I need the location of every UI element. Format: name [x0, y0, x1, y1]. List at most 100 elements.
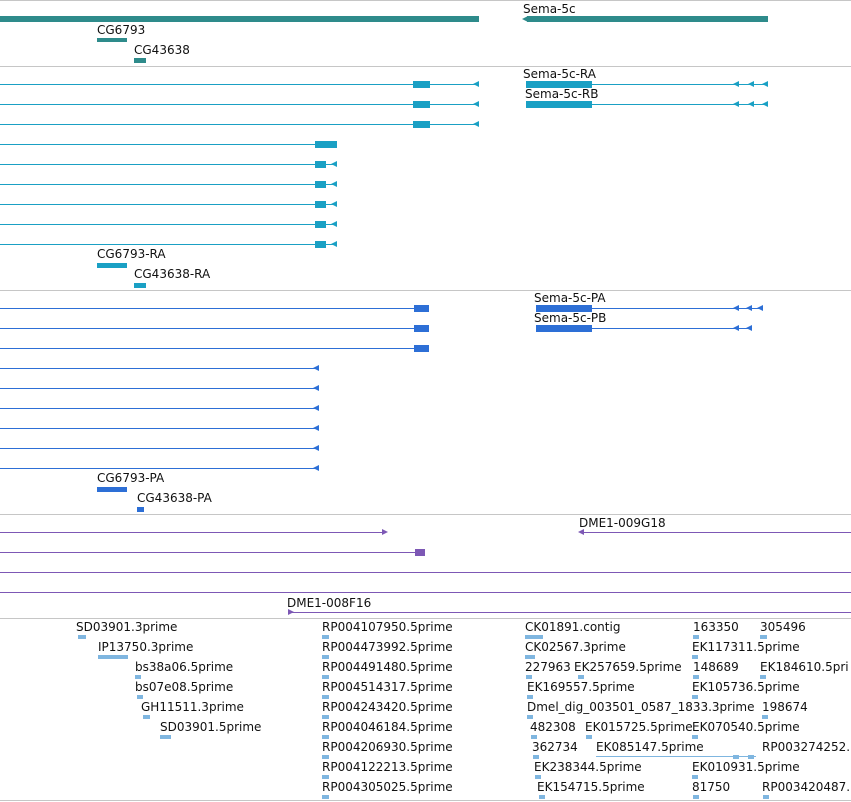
est-label[interactable]: EK169557.5prime [527, 680, 635, 694]
est-feature[interactable] [760, 675, 766, 679]
est-label[interactable]: EK015725.5prime [585, 720, 693, 734]
gene-label-cg43638[interactable]: CG43638 [134, 43, 190, 57]
est-feature[interactable] [533, 755, 539, 759]
est-feature[interactable] [762, 715, 768, 719]
est-feature[interactable] [693, 635, 699, 639]
est-feature[interactable] [733, 755, 739, 759]
clone-label-dme1-008f16[interactable]: DME1-008F16 [287, 596, 372, 610]
gene-bar-left[interactable] [0, 16, 479, 22]
est-label[interactable]: EK117311.5prime [692, 640, 800, 654]
est-label[interactable]: RP004206930.5prime [322, 740, 453, 754]
est-feature-line[interactable] [596, 756, 756, 757]
est-feature[interactable] [692, 775, 698, 779]
est-label[interactable]: bs38a06.5prime [135, 660, 234, 674]
est-feature[interactable] [322, 695, 329, 699]
exon-block[interactable] [97, 487, 127, 492]
est-feature[interactable] [322, 775, 329, 779]
transcript-line[interactable] [0, 224, 337, 225]
exon-block[interactable] [315, 141, 337, 148]
transcript-line[interactable] [0, 124, 479, 125]
exon-block[interactable] [414, 345, 429, 352]
est-feature[interactable] [526, 675, 532, 679]
transcript-line[interactable] [0, 164, 337, 165]
est-label[interactable]: EK184610.5pri [760, 660, 849, 674]
est-feature[interactable] [693, 675, 699, 679]
protein-line[interactable] [0, 388, 319, 389]
est-feature[interactable] [539, 795, 545, 799]
transcript-label-cg43638-ra[interactable]: CG43638-RA [134, 267, 211, 281]
est-label[interactable]: 148689 [693, 660, 739, 674]
transcript-line[interactable] [0, 244, 337, 245]
est-label[interactable]: SD03901.3prime [76, 620, 178, 634]
clone-line[interactable] [0, 552, 418, 553]
est-feature[interactable] [748, 755, 754, 759]
clone-line-dme1-009g18[interactable] [583, 532, 851, 533]
est-label[interactable]: 163350 [693, 620, 739, 634]
est-label[interactable]: RP004305025.5prime [322, 780, 453, 794]
exon-block[interactable] [526, 81, 592, 88]
est-feature[interactable] [78, 635, 86, 639]
gene-bar-cg43638[interactable] [134, 58, 146, 63]
protein-line[interactable] [0, 368, 319, 369]
est-feature[interactable] [322, 675, 329, 679]
est-feature[interactable] [322, 755, 329, 759]
protein-label-cg43638-pa[interactable]: CG43638-PA [137, 491, 212, 505]
protein-label-cg6793-pa[interactable]: CG6793-PA [97, 471, 165, 485]
exon-block[interactable] [315, 241, 326, 248]
est-label[interactable]: RP003420487. [762, 780, 851, 794]
transcript-line[interactable] [0, 144, 337, 145]
est-label[interactable]: 227963 [525, 660, 571, 674]
est-label[interactable]: 305496 [760, 620, 806, 634]
clone-line[interactable] [0, 592, 851, 593]
est-feature[interactable] [525, 655, 535, 659]
protein-line[interactable] [0, 428, 319, 429]
est-feature[interactable] [531, 735, 537, 739]
est-label[interactable]: RP004473992.5prime [322, 640, 453, 654]
exon-block[interactable] [526, 101, 592, 108]
protein-line[interactable] [0, 468, 319, 469]
clone-end-block[interactable] [415, 549, 425, 556]
clone-line[interactable] [0, 572, 851, 573]
exon-block[interactable] [414, 305, 429, 312]
est-label[interactable]: 198674 [762, 700, 808, 714]
est-feature[interactable] [322, 655, 329, 659]
est-feature[interactable] [525, 635, 543, 639]
exon-block[interactable] [413, 101, 430, 108]
exon-block[interactable] [413, 81, 430, 88]
est-feature[interactable] [692, 695, 698, 699]
protein-line[interactable] [0, 328, 429, 329]
est-feature[interactable] [137, 695, 143, 699]
transcript-line[interactable] [0, 104, 479, 105]
est-label[interactable]: CK02567.3prime [525, 640, 626, 654]
transcript-label-cg6793-ra[interactable]: CG6793-RA [97, 247, 166, 261]
est-feature[interactable] [527, 715, 533, 719]
est-label[interactable]: EK070540.5prime [692, 720, 800, 734]
transcript-line[interactable] [0, 84, 479, 85]
gene-label-sema-5c[interactable]: Sema-5c [523, 2, 576, 16]
protein-line[interactable] [536, 308, 762, 309]
est-label[interactable]: RP004122213.5prime [322, 760, 453, 774]
transcript-line[interactable] [0, 184, 337, 185]
est-feature[interactable] [160, 735, 171, 739]
protein-line[interactable] [0, 448, 319, 449]
est-feature[interactable] [535, 775, 541, 779]
clone-line[interactable] [0, 532, 384, 533]
est-feature[interactable] [527, 695, 533, 699]
exon-block[interactable] [414, 325, 429, 332]
protein-line[interactable] [0, 408, 319, 409]
gene-bar-cg6793[interactable] [97, 38, 127, 42]
est-feature[interactable] [578, 675, 584, 679]
est-feature[interactable] [322, 715, 329, 719]
protein-line[interactable] [0, 348, 429, 349]
transcript-label-sema-5c-ra[interactable]: Sema-5c-RA [523, 67, 596, 81]
gene-label-cg6793[interactable]: CG6793 [97, 23, 146, 37]
exon-block[interactable] [536, 325, 592, 332]
est-feature[interactable] [143, 715, 150, 719]
est-feature[interactable] [692, 655, 698, 659]
est-feature[interactable] [322, 795, 329, 799]
est-feature[interactable] [760, 635, 767, 639]
est-feature[interactable] [135, 675, 141, 679]
est-label[interactable]: 482308 [530, 720, 576, 734]
est-label[interactable]: RP004491480.5prime [322, 660, 453, 674]
